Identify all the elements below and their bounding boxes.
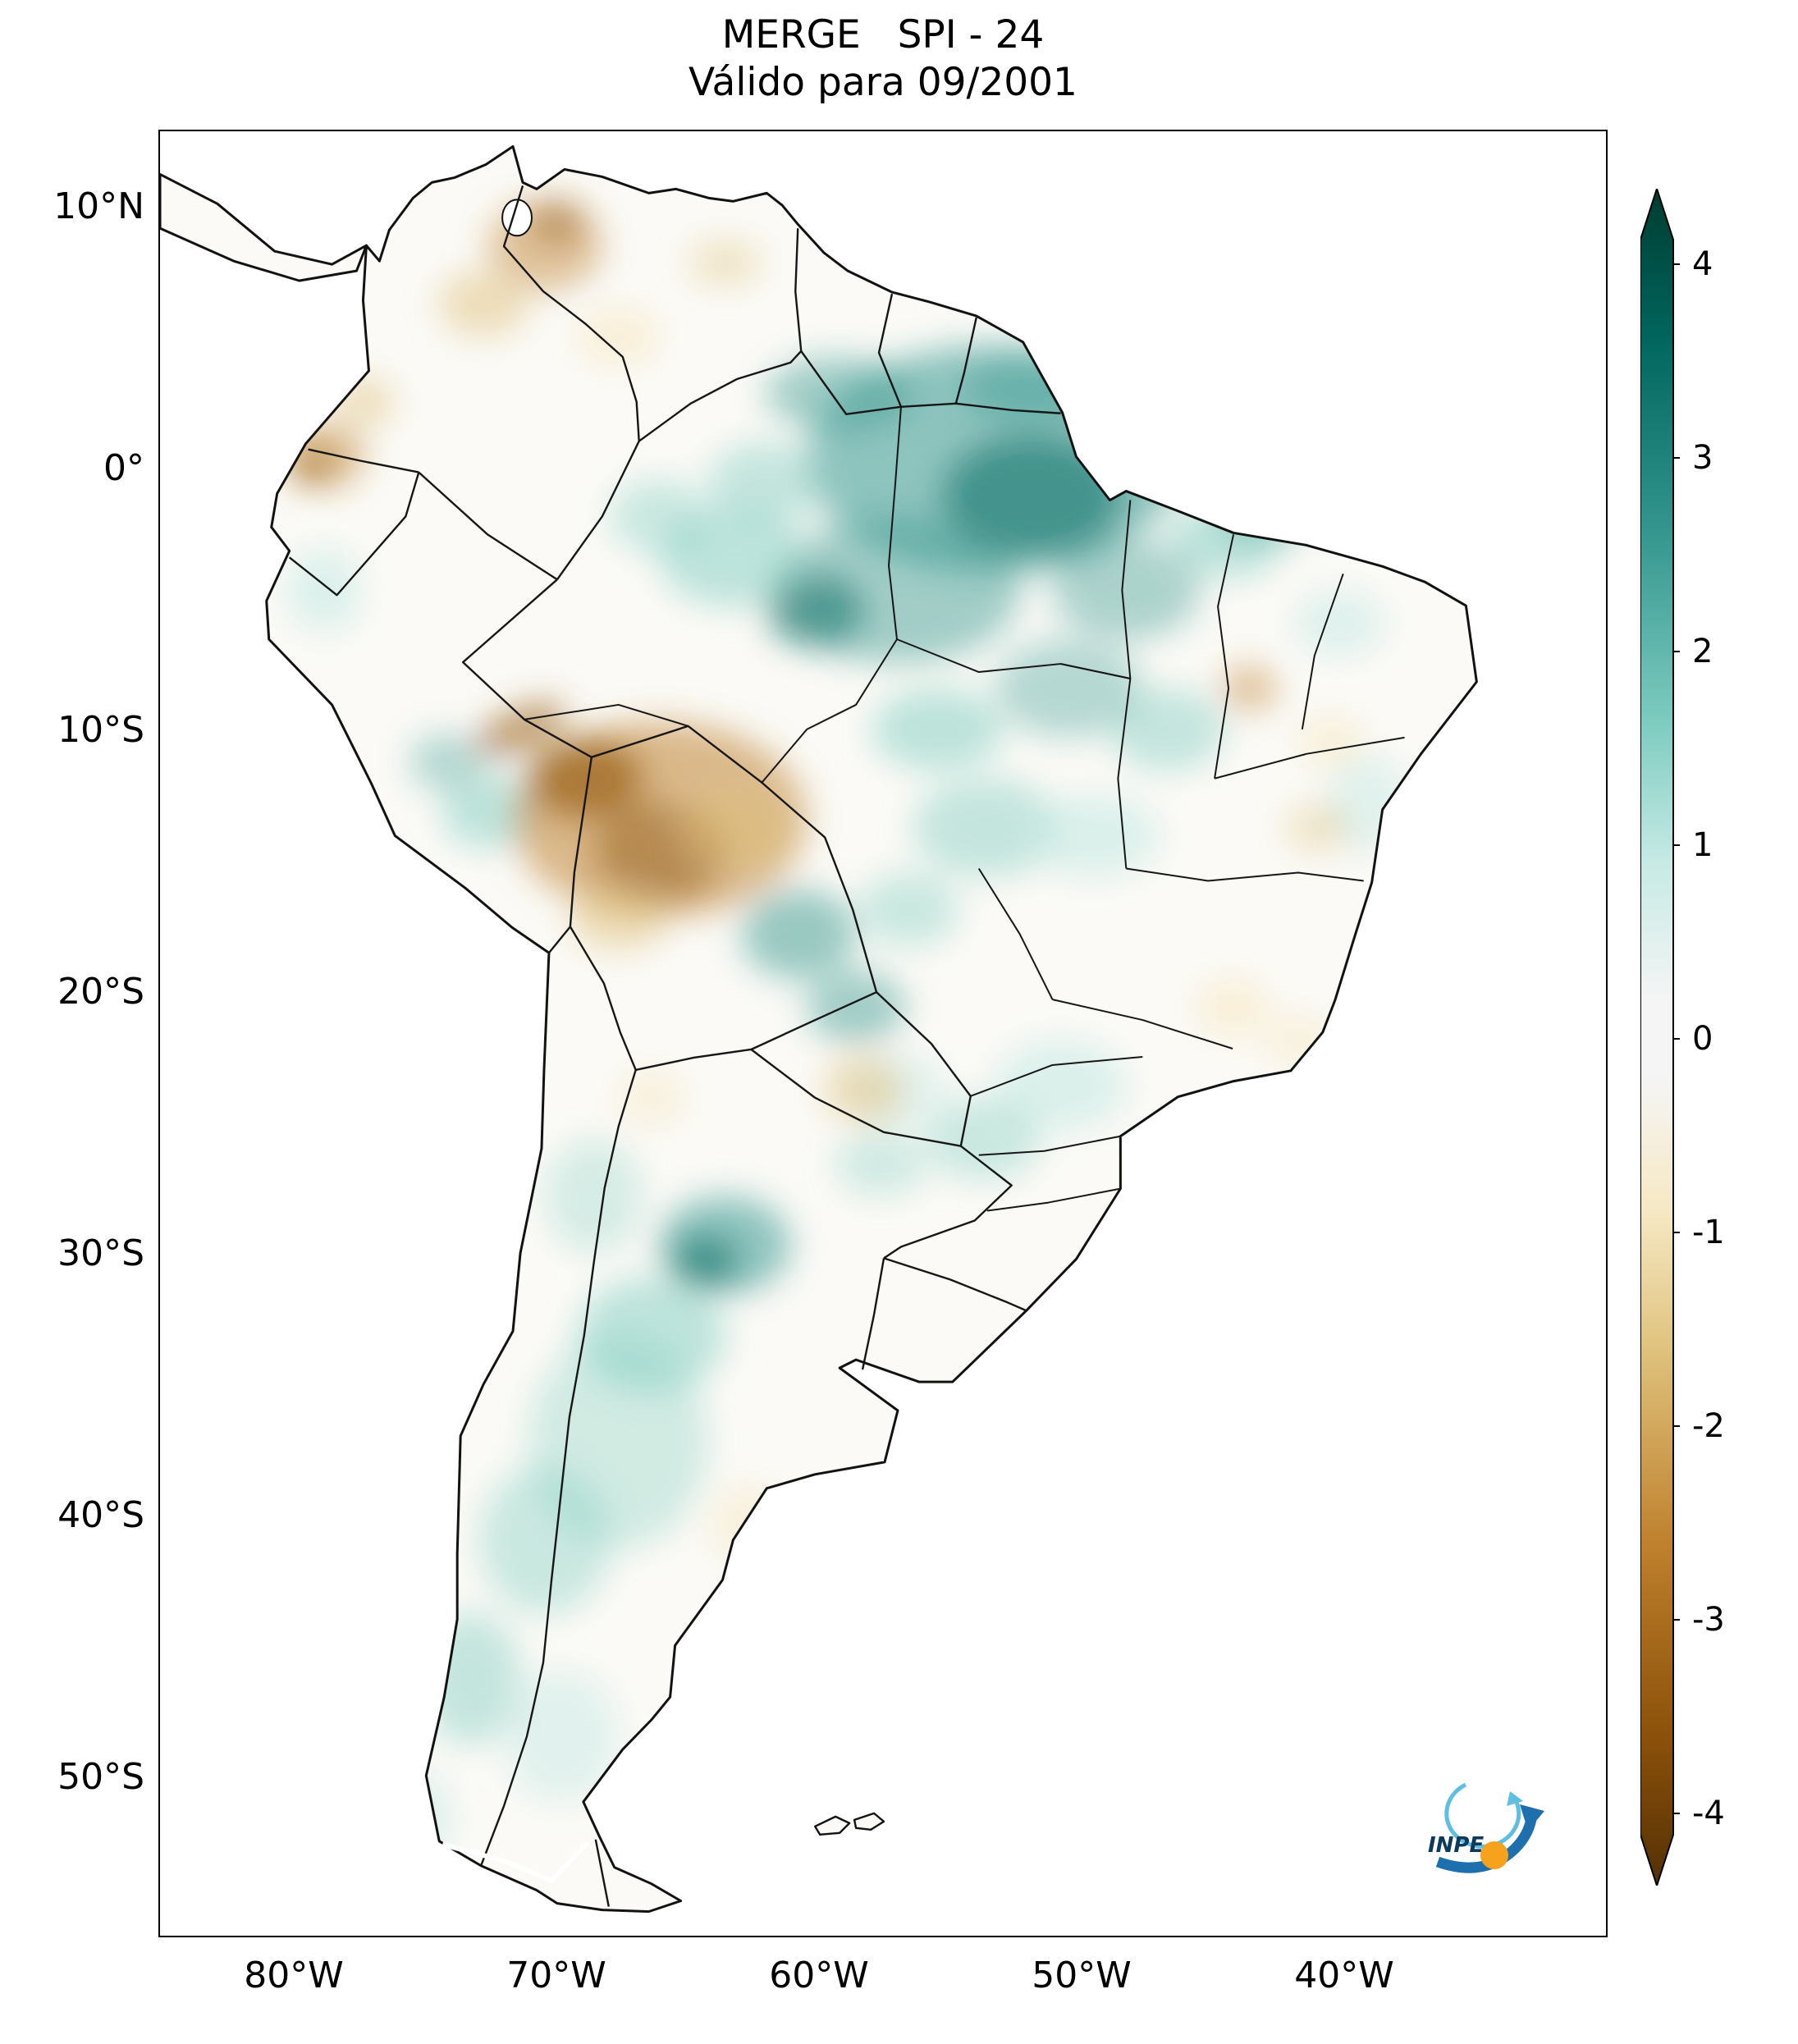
chart-title: MERGE SPI - 24: [721, 12, 1045, 57]
logo-swoosh-arrowhead: [1520, 1804, 1544, 1831]
logo-orbit-arc: [1444, 1782, 1521, 1849]
y-tick-label: 50°S: [57, 1756, 144, 1798]
y-tick-label: 20°S: [57, 971, 144, 1013]
title-block: MERGE SPI - 24 Válido para 09/2001: [158, 11, 1608, 107]
colorbar: [1640, 189, 1680, 1886]
colorbar-tick-marks: [1673, 263, 1680, 1814]
colorbar-gradient: [1640, 189, 1674, 1886]
colorbar-tick-label: 1: [1692, 826, 1713, 864]
colorbar-tick-label: 3: [1692, 439, 1713, 477]
y-tick-label: 30°S: [57, 1232, 144, 1274]
colorbar-tick-label: -2: [1692, 1407, 1725, 1445]
colorbar-tick-label: 0: [1692, 1020, 1713, 1058]
magellan-strait: [441, 1841, 589, 1884]
colorbar-tick-label: -1: [1692, 1214, 1725, 1251]
x-tick-label: 40°W: [1294, 1955, 1394, 1996]
y-tick-label: 10°S: [57, 709, 144, 751]
x-tick-label: 50°W: [1032, 1955, 1132, 1996]
x-tick-label: 80°W: [244, 1955, 344, 1996]
logo-text: INPE: [1428, 1833, 1484, 1858]
logo-swoosh: [1435, 1818, 1537, 1873]
colorbar-tick-label: -4: [1692, 1795, 1725, 1832]
y-tick-label: 10°N: [53, 185, 144, 227]
y-tick-label: 0°: [103, 447, 144, 489]
colorbar-tick-label: 2: [1692, 633, 1713, 670]
country-borders: [288, 185, 1061, 1907]
x-tick-label: 70°W: [506, 1955, 606, 1996]
map-plot: INPE: [158, 130, 1608, 1937]
falkland-islands: [813, 1812, 885, 1836]
logo-orange-ball: [1480, 1841, 1508, 1869]
inpe-logo: INPE: [1428, 1782, 1544, 1873]
chart-subtitle: Válido para 09/2001: [689, 60, 1077, 105]
logo-orbit-arrowhead: [1507, 1791, 1523, 1806]
colorbar-tick-label: 4: [1692, 245, 1713, 283]
panama-fragment: [160, 172, 368, 282]
coastline: [265, 144, 1478, 1914]
state-borders: [524, 406, 1405, 1212]
x-tick-label: 60°W: [769, 1955, 869, 1996]
y-tick-label: 40°S: [57, 1494, 144, 1536]
south-america-map: [160, 144, 1478, 1914]
colorbar-tick-label: -3: [1692, 1601, 1725, 1639]
